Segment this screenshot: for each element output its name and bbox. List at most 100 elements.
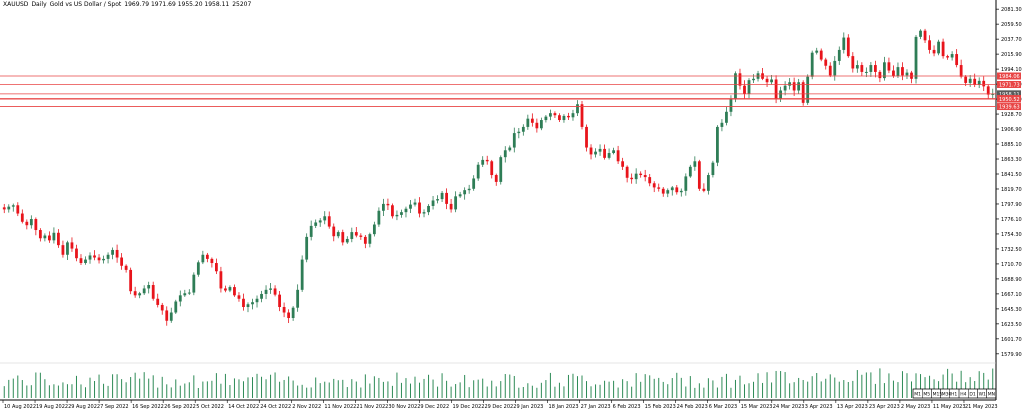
volume-bar: [658, 377, 660, 398]
candle-body: [783, 85, 787, 91]
volume-bar: [391, 385, 393, 398]
volume-bar: [342, 379, 344, 398]
volume-bar: [825, 378, 827, 398]
candle-body: [747, 80, 751, 94]
candle-body: [106, 254, 110, 259]
level-price-tag: [997, 103, 1021, 111]
volume-bar: [906, 373, 908, 398]
candle-body: [201, 254, 205, 263]
volume-bar: [409, 383, 411, 398]
volume-bar: [978, 371, 980, 398]
volume-bar: [247, 377, 249, 398]
x-tick-label: 29 Aug 2022: [68, 404, 100, 410]
y-tick-label: 1994.10: [1001, 67, 1022, 73]
y-tick-label: 1863.30: [1001, 157, 1022, 163]
candle-body: [404, 208, 408, 213]
volume-bar: [202, 381, 204, 398]
timeframe-label: M5: [923, 391, 930, 397]
candle-body: [70, 242, 74, 249]
candle-body: [219, 271, 223, 289]
volume-bar: [482, 378, 484, 398]
volume-bar: [671, 378, 673, 398]
level-price-label: 1971.73: [999, 82, 1020, 88]
candle-body: [779, 90, 783, 100]
candle-body: [476, 164, 480, 179]
x-tick-label: 6 Mar 2023: [709, 404, 738, 410]
candle-body: [269, 288, 272, 290]
volume-bar: [793, 382, 795, 398]
candle-body: [968, 78, 972, 83]
volume-bar: [613, 380, 615, 398]
candle-body: [508, 147, 512, 151]
candle-body: [183, 293, 187, 296]
volume-bar: [491, 380, 493, 398]
volume-bar: [98, 374, 100, 398]
candle-body: [964, 76, 968, 83]
volume-bar: [103, 383, 105, 398]
candle-body: [535, 122, 539, 129]
volume-bar: [139, 378, 141, 398]
candle-body: [621, 161, 625, 167]
volume-bar: [504, 374, 506, 398]
y-tick-label: 2081.30: [1001, 7, 1022, 13]
candle-body: [828, 65, 832, 76]
volume-bar: [703, 387, 705, 398]
candle-body: [391, 205, 394, 217]
x-tick-label: 30 Nov 2022: [388, 404, 420, 410]
candle-body: [228, 287, 232, 291]
candle-body: [205, 254, 209, 259]
volume-bar: [518, 387, 520, 398]
volume-bar: [486, 386, 488, 398]
volume-bar: [604, 380, 606, 398]
volume-bar: [310, 387, 312, 398]
candle-body: [797, 82, 801, 91]
volume-bar: [500, 381, 502, 398]
x-tick-label: 13 Apr 2023: [837, 404, 868, 410]
x-tick-label: 5 Oct 2022: [196, 404, 224, 410]
candle-body: [359, 235, 363, 237]
candle-body: [932, 49, 936, 54]
timeframe-button[interactable]: [986, 388, 996, 399]
candle-body: [300, 259, 304, 290]
candle-body: [336, 232, 340, 237]
volume-bar: [116, 374, 118, 398]
volume-bar: [337, 380, 339, 398]
candle-body: [716, 126, 719, 163]
candle-body: [115, 249, 119, 258]
candle-body: [111, 249, 114, 255]
volume-bar: [319, 383, 321, 398]
x-tick-label: 19 Aug 2022: [36, 404, 68, 410]
candle-body: [224, 288, 227, 291]
volume-bar: [134, 372, 136, 398]
volume-bar: [865, 372, 867, 398]
volume-bar: [125, 382, 127, 398]
volume-bar: [328, 382, 330, 398]
volume-bar: [161, 376, 163, 398]
volume-bar: [576, 376, 578, 398]
candle-body: [66, 242, 69, 255]
candle-body: [688, 166, 692, 177]
candle-body: [819, 50, 823, 60]
candle-body: [526, 118, 530, 127]
volume-bar: [685, 386, 687, 398]
candle-body: [436, 199, 439, 201]
volume-bar: [224, 373, 226, 398]
timeframe-label: H4: [960, 391, 966, 397]
volume-bar: [649, 375, 651, 398]
candle-body: [549, 113, 552, 117]
candle-body: [589, 147, 593, 155]
candle-body: [810, 52, 814, 77]
candle-body: [133, 291, 137, 296]
volume-bar: [292, 380, 294, 398]
volume-bar: [75, 375, 77, 398]
volume-bar: [739, 375, 741, 398]
volume-bar: [622, 379, 624, 398]
candle-body: [521, 126, 525, 132]
volume-bar: [8, 379, 10, 398]
candle-body: [585, 126, 588, 148]
candle-body: [16, 205, 20, 214]
candle-body: [494, 175, 498, 182]
volume-bar: [586, 381, 588, 398]
